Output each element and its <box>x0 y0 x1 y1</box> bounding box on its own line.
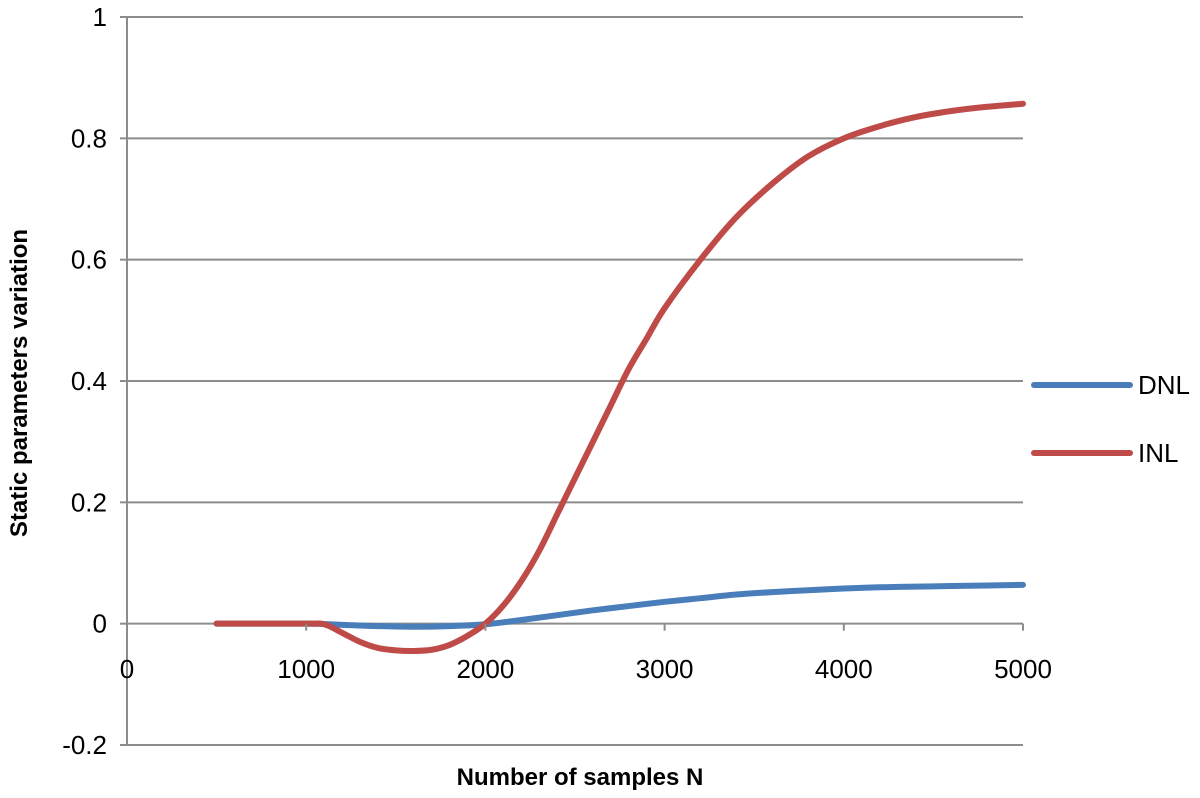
y-tick-label: 0.4 <box>71 366 107 396</box>
legend-item-inl: INL <box>1031 438 1178 468</box>
legend-item-dnl: DNL <box>1031 370 1190 400</box>
series-line-dnl <box>213 581 1026 630</box>
x-tick-label: 5000 <box>994 654 1052 684</box>
legend: DNL INL <box>1031 370 1190 468</box>
x-tick-label: 1000 <box>277 654 335 684</box>
y-tick-label: 1 <box>93 2 107 32</box>
y-tick-label: 0.6 <box>71 245 107 275</box>
ticks-layer: -0.2 0 0.2 0.4 0.6 0.8 1 0 1000 2000 3000 4000 5000 <box>62 2 1052 760</box>
y-axis-title: Static parameters variation <box>6 229 33 537</box>
x-tick-label: 0 <box>120 654 134 684</box>
x-tick-label: 3000 <box>636 654 694 684</box>
y-tick-label: 0 <box>93 609 107 639</box>
x-tick-label: 4000 <box>815 654 873 684</box>
legend-label: DNL <box>1138 370 1190 400</box>
x-axis-title: Number of samples N <box>457 764 704 791</box>
x-tick-label: 2000 <box>456 654 514 684</box>
series-line-inl <box>213 100 1026 654</box>
legend-label: INL <box>1138 438 1178 468</box>
y-tick-label: 0.2 <box>71 487 107 517</box>
grid-layer <box>127 16 1023 746</box>
y-tick-label: 0.8 <box>71 123 107 153</box>
y-tick-label: -0.2 <box>62 730 107 760</box>
series-layer <box>213 100 1026 654</box>
